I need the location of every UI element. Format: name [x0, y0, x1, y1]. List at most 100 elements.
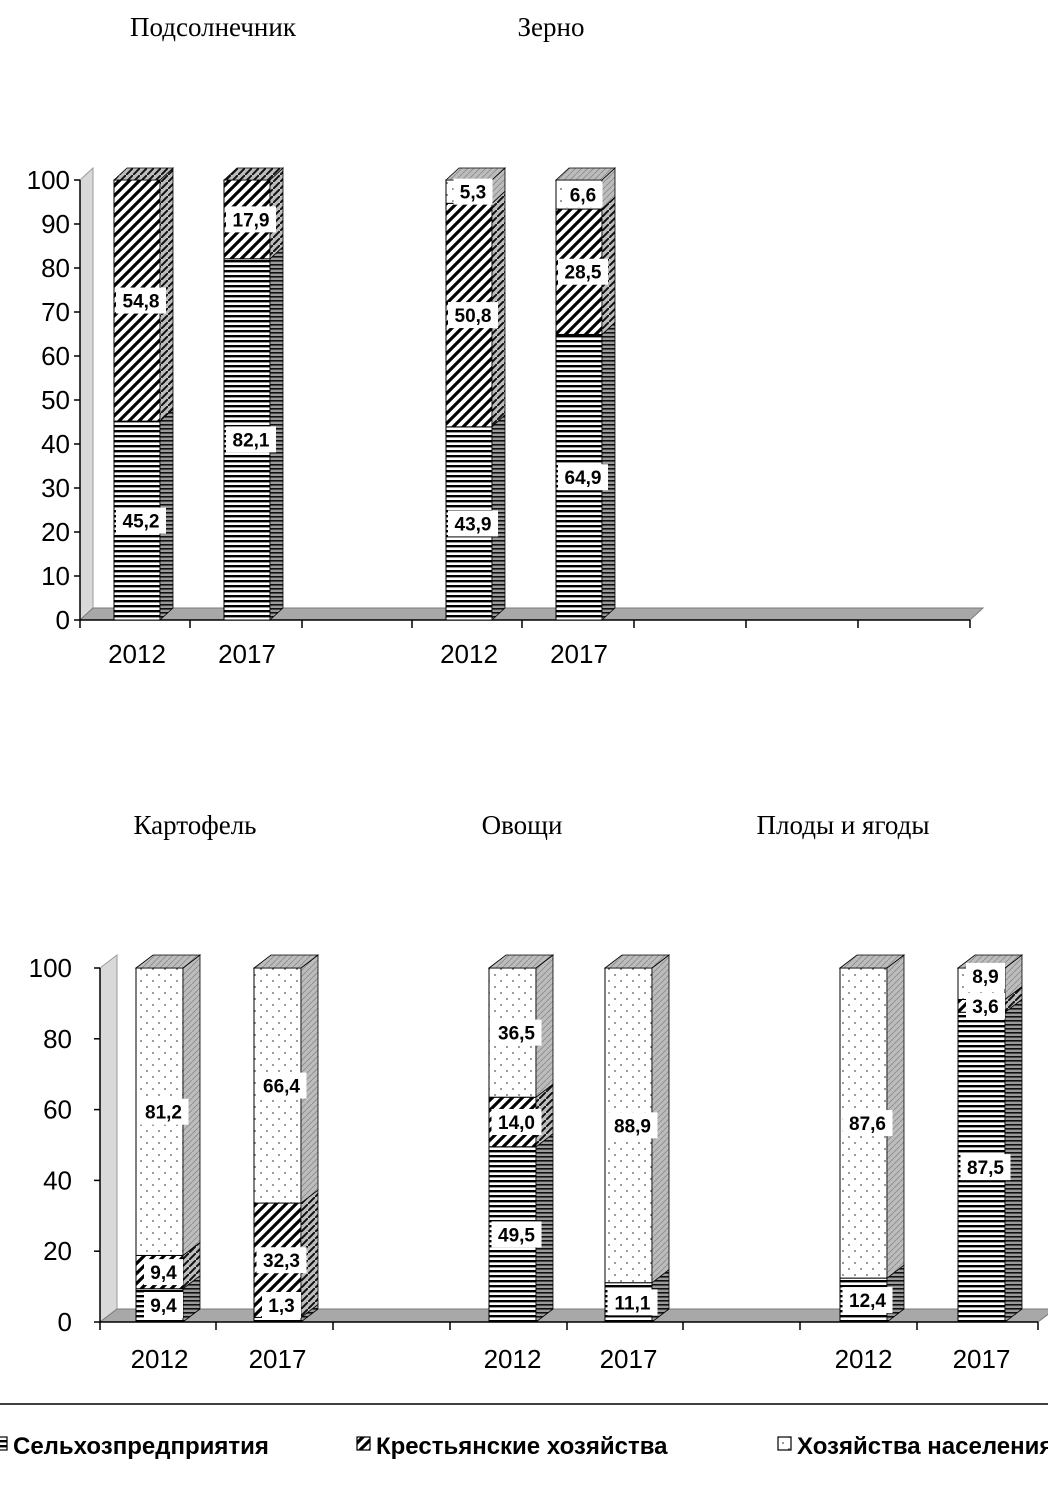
data-label: 66,4 — [263, 1077, 300, 1098]
data-label-box — [563, 181, 603, 208]
data-label: 14,0 — [498, 1113, 535, 1134]
y-tick-label: 40 — [43, 1165, 72, 1195]
data-label-box — [960, 1154, 1011, 1181]
bar-top-face — [222, 167, 285, 181]
data-label-box — [144, 1259, 183, 1286]
data-label: 49,5 — [498, 1225, 535, 1246]
data-label-box — [558, 258, 608, 285]
y-tick-label: 20 — [41, 517, 70, 547]
stacked-bar: 64,9 28,5 6,6 — [554, 167, 617, 621]
y-tick-label: 60 — [41, 341, 70, 371]
crop-title: Зерно — [518, 12, 585, 42]
data-label-box — [226, 426, 276, 453]
data-label-box — [144, 1292, 183, 1318]
data-label: 54,8 — [123, 292, 160, 313]
data-label: 9,4 — [150, 1296, 177, 1317]
y-tick-label: 20 — [43, 1236, 72, 1266]
x-tick-label: 2017 — [550, 639, 608, 669]
data-label: 1,3 — [268, 1296, 294, 1317]
stacked-bar: 82,1 17,9 — [222, 167, 285, 621]
stacked-bar: 87,5 3,6 8,9 — [956, 954, 1024, 1323]
data-label: 3,6 — [972, 997, 998, 1018]
bar-segment-agro-enterprises — [253, 1316, 302, 1323]
x-tick-label: 2012 — [131, 1344, 189, 1374]
data-label-box — [453, 178, 493, 205]
data-label: 5,3 — [460, 183, 486, 204]
legend-label-agro-enterprises: Сельхозпредприятия — [13, 1433, 269, 1460]
data-label: 9,4 — [150, 1263, 177, 1284]
data-label: 81,2 — [145, 1103, 182, 1124]
x-tick-label: 2017 — [249, 1344, 307, 1374]
chart-floor — [98, 1308, 1048, 1323]
y-tick-label: 80 — [41, 253, 70, 283]
chart-wall — [99, 953, 118, 1324]
data-label-box — [138, 1098, 189, 1125]
bar-top-face — [603, 954, 671, 969]
data-label-box — [607, 1289, 658, 1316]
data-label-box — [448, 510, 498, 537]
y-tick-label: 80 — [43, 1024, 72, 1054]
data-label: 87,5 — [967, 1158, 1004, 1179]
bar-top-face — [554, 167, 617, 181]
data-label: 43,9 — [455, 514, 492, 535]
data-label: 8,9 — [972, 967, 998, 988]
data-label: 6,6 — [570, 186, 596, 207]
chart-panel-bottom: 0 20 40 60 80 100 Картофель 2012 9,4 9,4 81,2 2017 1… — [29, 810, 1048, 1374]
x-tick-label: 2017 — [218, 639, 276, 669]
legend: Сельхозпредприятия Крестьянские хозяйства… — [0, 1433, 1048, 1460]
data-label-box — [491, 1019, 542, 1046]
y-tick-label: 0 — [56, 605, 70, 635]
crop-title: Плоды и ягоды — [757, 810, 930, 840]
bar-top-face — [134, 954, 202, 969]
y-tick-label: 70 — [41, 297, 70, 327]
data-label: 12,4 — [849, 1291, 886, 1312]
stacked-bar: 43,9 50,8 5,3 — [444, 167, 507, 621]
stacked-bar: 9,4 9,4 81,2 — [134, 954, 202, 1323]
x-tick-label: 2012 — [108, 639, 166, 669]
stacked-bar: 49,5 14,0 36,5 — [487, 954, 555, 1323]
data-label-box — [966, 992, 1005, 1019]
y-tick-label: 50 — [41, 385, 70, 415]
chart-panel-top: 0 10 20 30 40 50 60 70 80 90 100 Подсолнечник 2012 45… — [27, 12, 985, 669]
x-tick-label: 2012 — [440, 639, 498, 669]
data-label-box — [116, 507, 166, 534]
x-tick-label: 2012 — [835, 1344, 893, 1374]
y-tick-label: 100 — [27, 165, 70, 195]
y-tick-label: 60 — [43, 1095, 72, 1125]
data-label: 82,1 — [233, 430, 270, 451]
data-label-box — [966, 962, 1005, 989]
data-label: 88,9 — [614, 1116, 651, 1137]
stacked-bar: 1,3 32,3 66,4 — [252, 954, 320, 1323]
data-label-box — [262, 1292, 301, 1318]
data-label-box — [842, 1110, 893, 1137]
y-tick-label: 90 — [41, 209, 70, 239]
data-label: 64,9 — [565, 468, 602, 489]
legend-swatch-peasant-farms — [356, 1436, 371, 1451]
data-label-box — [558, 464, 608, 491]
data-label-box — [842, 1287, 893, 1314]
data-label: 50,8 — [455, 306, 492, 327]
legend-swatch-households — [777, 1436, 792, 1451]
data-label: 87,6 — [849, 1114, 886, 1135]
chart-wall — [79, 166, 94, 622]
data-label-box — [256, 1247, 307, 1274]
stacked-bar: 12,4 87,6 — [838, 954, 906, 1323]
x-tick-label: 2017 — [600, 1344, 658, 1374]
crop-title: Овощи — [482, 810, 563, 840]
data-label: 11,1 — [615, 1293, 651, 1314]
y-tick-label: 30 — [41, 473, 70, 503]
data-label-box — [491, 1108, 542, 1135]
stacked-bar: 11,1 88,9 — [603, 954, 671, 1323]
data-label-box — [226, 206, 276, 233]
bar-top-face — [487, 954, 555, 969]
data-label-box — [448, 302, 498, 329]
data-label: 32,3 — [263, 1251, 300, 1272]
data-label-box — [607, 1112, 658, 1139]
data-label: 17,9 — [233, 210, 270, 231]
bar-top-face — [838, 954, 906, 969]
chart-floor — [78, 607, 985, 621]
legend-label-households: Хозяйства населения — [797, 1433, 1048, 1460]
stacked-bar: 45,2 54,8 — [112, 167, 175, 621]
y-tick-label: 0 — [58, 1307, 72, 1337]
